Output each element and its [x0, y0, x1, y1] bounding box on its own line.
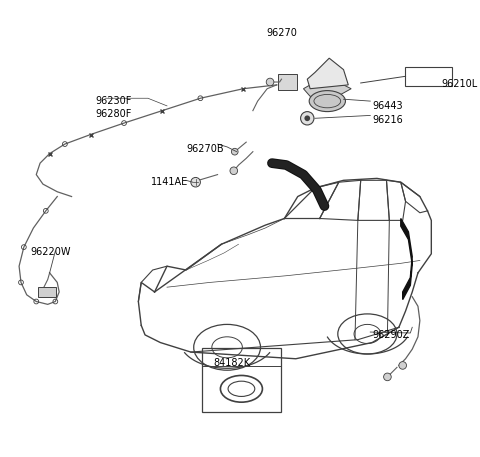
- FancyBboxPatch shape: [278, 74, 297, 90]
- Ellipse shape: [309, 90, 346, 112]
- Text: 96270B: 96270B: [186, 144, 224, 154]
- Polygon shape: [307, 58, 348, 89]
- Text: 1141AE: 1141AE: [151, 177, 188, 187]
- Text: 84182K: 84182K: [214, 358, 251, 368]
- Circle shape: [191, 177, 200, 187]
- Circle shape: [230, 167, 238, 175]
- Text: 96270: 96270: [266, 27, 297, 37]
- Circle shape: [300, 112, 314, 125]
- Text: 96290Z: 96290Z: [372, 330, 409, 340]
- Circle shape: [304, 116, 310, 121]
- Text: 96220W: 96220W: [31, 247, 71, 257]
- Text: 96210L: 96210L: [442, 79, 478, 89]
- Text: 96216: 96216: [372, 116, 403, 125]
- Polygon shape: [401, 218, 412, 300]
- FancyBboxPatch shape: [38, 287, 56, 297]
- Circle shape: [231, 149, 238, 155]
- Polygon shape: [303, 85, 351, 98]
- Text: 96443: 96443: [372, 101, 403, 111]
- Circle shape: [384, 373, 391, 381]
- Text: 96230F: 96230F: [96, 96, 132, 106]
- Text: 96280F: 96280F: [96, 109, 132, 119]
- Circle shape: [399, 361, 407, 369]
- Circle shape: [266, 78, 274, 86]
